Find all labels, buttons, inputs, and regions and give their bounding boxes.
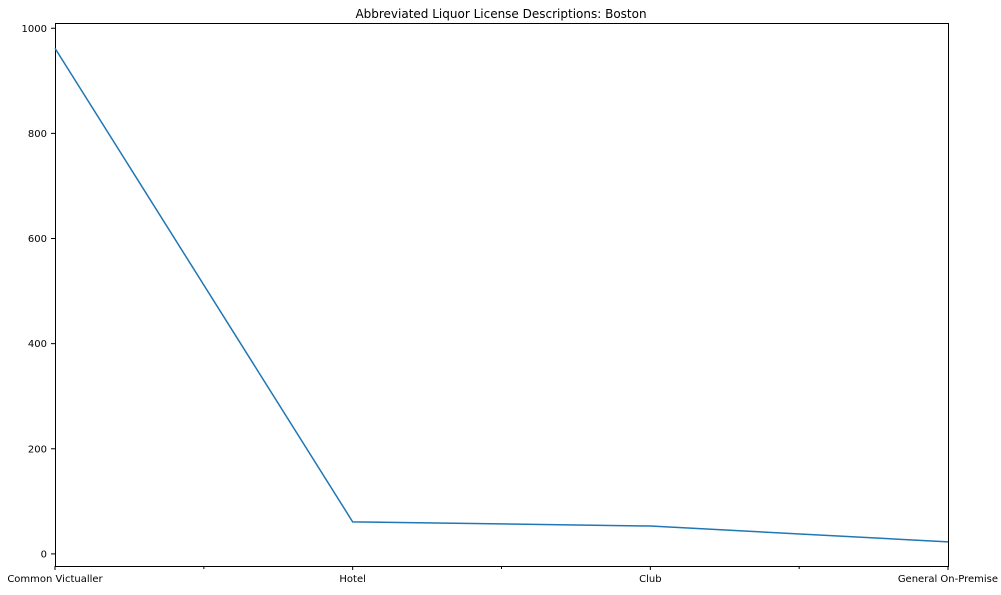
- plot-frame: [56, 24, 949, 567]
- x-tick-label: Hotel: [339, 574, 366, 585]
- x-tick-label: Club: [639, 574, 661, 585]
- y-tick-label: 200: [28, 444, 47, 455]
- y-axis: 0 200 400 600 800 1000: [22, 24, 55, 561]
- series-line: [55, 48, 948, 542]
- y-tick-label: 0: [41, 549, 47, 560]
- y-tick-label: 600: [28, 234, 47, 245]
- y-tick-label: 400: [28, 339, 47, 350]
- x-tick-label: General On-Premise: [898, 574, 998, 585]
- y-tick-label: 1000: [22, 24, 47, 35]
- x-axis: Common Victualler Hotel Club General On-Pre…: [7, 566, 998, 585]
- chart-title: Abbreviated Liquor License Descriptions:…: [355, 7, 646, 21]
- y-tick-label: 800: [28, 129, 47, 140]
- x-tick-label: Common Victualler: [7, 574, 103, 585]
